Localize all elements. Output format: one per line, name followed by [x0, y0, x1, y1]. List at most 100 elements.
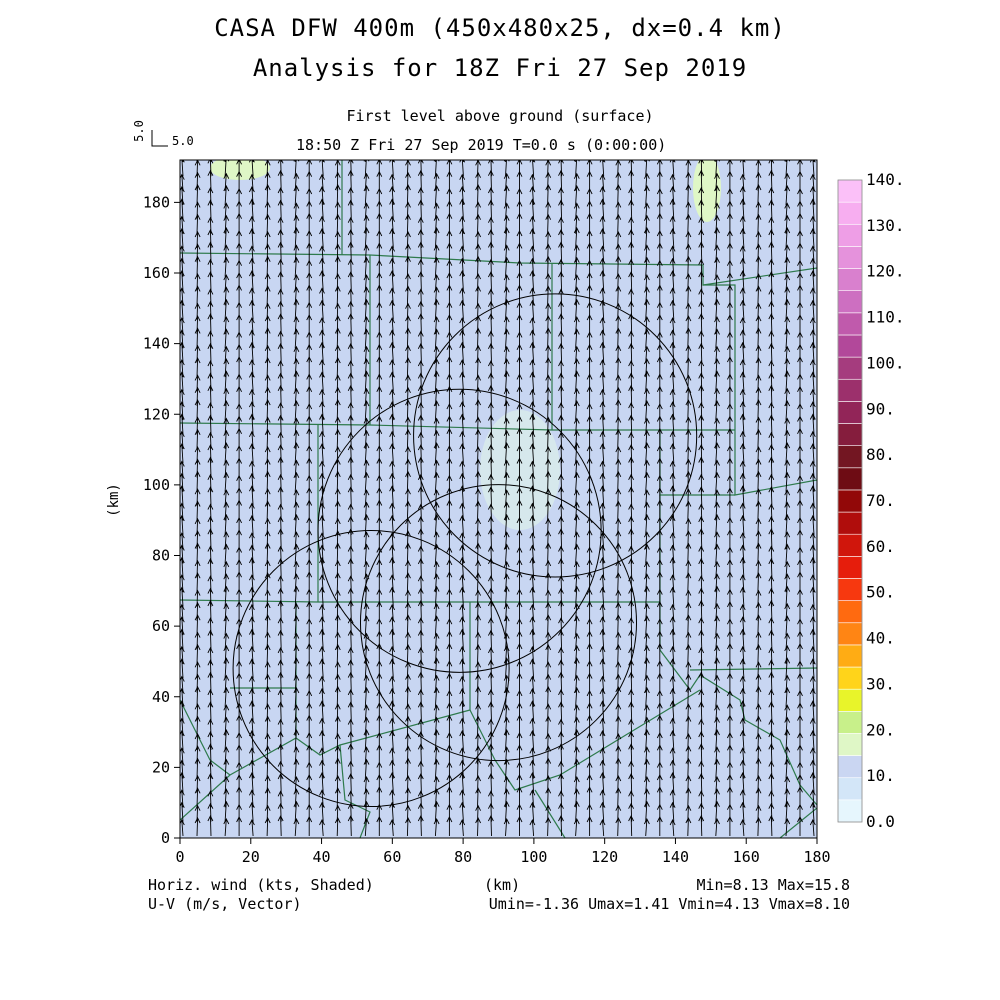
wind-vector: [347, 300, 354, 320]
wind-vector: [459, 198, 466, 220]
wind-vector: [784, 585, 791, 607]
colorbar-label: 80.: [866, 445, 895, 464]
wind-vector: [293, 172, 300, 191]
wind-vector: [685, 804, 692, 822]
wind-vector: [487, 228, 494, 249]
wind-vector: [207, 730, 214, 751]
wind-vector: [417, 288, 424, 306]
wind-vector: [558, 688, 564, 707]
wind-vector: [389, 443, 396, 464]
wind-vector: [669, 586, 676, 607]
wind-vector: [459, 747, 466, 765]
wind-vector: [433, 244, 440, 263]
wind-vector: [196, 160, 198, 163]
wind-vector: [615, 601, 622, 621]
wind-vector: [503, 256, 510, 277]
wind-vector: [615, 631, 622, 650]
wind-vector: [433, 160, 440, 177]
wind-vector: [475, 559, 482, 578]
wind-vector: [615, 530, 622, 550]
wind-vector: [529, 700, 536, 722]
wind-vector: [277, 186, 284, 206]
wind-vector: [293, 370, 300, 392]
wind-vector: [277, 718, 284, 736]
wind-vector: [319, 502, 325, 521]
wind-vector: [809, 556, 816, 578]
wind-vector: [459, 801, 466, 822]
wind-vector: [475, 344, 482, 363]
wind-vector: [433, 226, 440, 249]
wind-vector: [545, 816, 552, 837]
wind-vector: [248, 185, 255, 206]
colorbar-swatch: [837, 666, 863, 690]
wind-vector: [264, 631, 271, 650]
wind-vector: [529, 616, 536, 636]
wind-vector: [755, 673, 762, 693]
wind-vector: [529, 628, 536, 650]
wind-vector: [755, 416, 762, 435]
wind-vector: [685, 703, 692, 722]
y-tick-label: 40: [152, 688, 170, 706]
wind-vector: [334, 488, 341, 507]
wind-vector: [599, 789, 606, 808]
wind-vector: [264, 302, 271, 320]
wind-vector: [405, 745, 411, 765]
wind-vector: [223, 226, 230, 249]
wind-vector: [223, 298, 230, 320]
wind-vector: [529, 401, 536, 421]
wind-vector: [755, 774, 762, 794]
wind-vector: [363, 716, 370, 736]
wind-vector: [784, 316, 791, 335]
wind-vector: [643, 370, 650, 392]
wind-vector: [334, 774, 341, 794]
wind-vector: [475, 458, 482, 478]
wind-vector: [714, 172, 720, 191]
wind-vector: [223, 286, 230, 306]
wind-vector: [277, 372, 284, 392]
colorbar-swatch: [837, 600, 863, 624]
wind-vector: [529, 341, 536, 363]
wind-vector: [755, 517, 762, 535]
wind-vector: [334, 745, 341, 765]
wind-vector: [293, 429, 300, 449]
wind-vector: [487, 617, 494, 636]
wind-vector: [363, 244, 370, 263]
wind-vector: [433, 728, 440, 751]
wind-vector: [809, 359, 816, 378]
wind-vector: [589, 160, 591, 162]
wind-vector: [714, 543, 720, 564]
wind-vector: [277, 659, 284, 679]
wind-vector: [347, 718, 354, 736]
wind-vector: [529, 359, 536, 378]
x-tick-label: 120: [591, 848, 618, 866]
wind-vector: [487, 216, 494, 234]
wind-vector: [643, 788, 650, 808]
wind-vector: [809, 245, 816, 263]
wind-vector: [223, 800, 230, 822]
wind-vector: [459, 485, 466, 507]
wind-vector: [698, 587, 705, 607]
wind-vector: [739, 413, 746, 435]
wind-vector: [714, 817, 720, 837]
wind-vector: [714, 560, 720, 578]
wind-vector: [319, 771, 325, 794]
wind-vector: [389, 215, 396, 234]
wind-vector: [363, 501, 370, 521]
wind-vector: [462, 160, 464, 163]
colorbar-swatch: [837, 179, 863, 203]
wind-vector: [487, 760, 494, 779]
wind-vector: [529, 185, 536, 206]
wind-vector: [714, 256, 720, 277]
wind-vector: [529, 801, 536, 822]
wind-vector: [459, 532, 466, 550]
wind-vector: [334, 243, 341, 263]
wind-vector: [714, 800, 720, 822]
wind-vector: [739, 628, 746, 650]
wind-vector: [433, 417, 440, 435]
wind-vector: [809, 270, 816, 292]
wind-vector: [784, 775, 791, 794]
wind-vector: [809, 317, 816, 335]
wind-vector: [264, 745, 271, 765]
wind-vector: [248, 341, 255, 363]
wind-vector: [405, 530, 411, 550]
